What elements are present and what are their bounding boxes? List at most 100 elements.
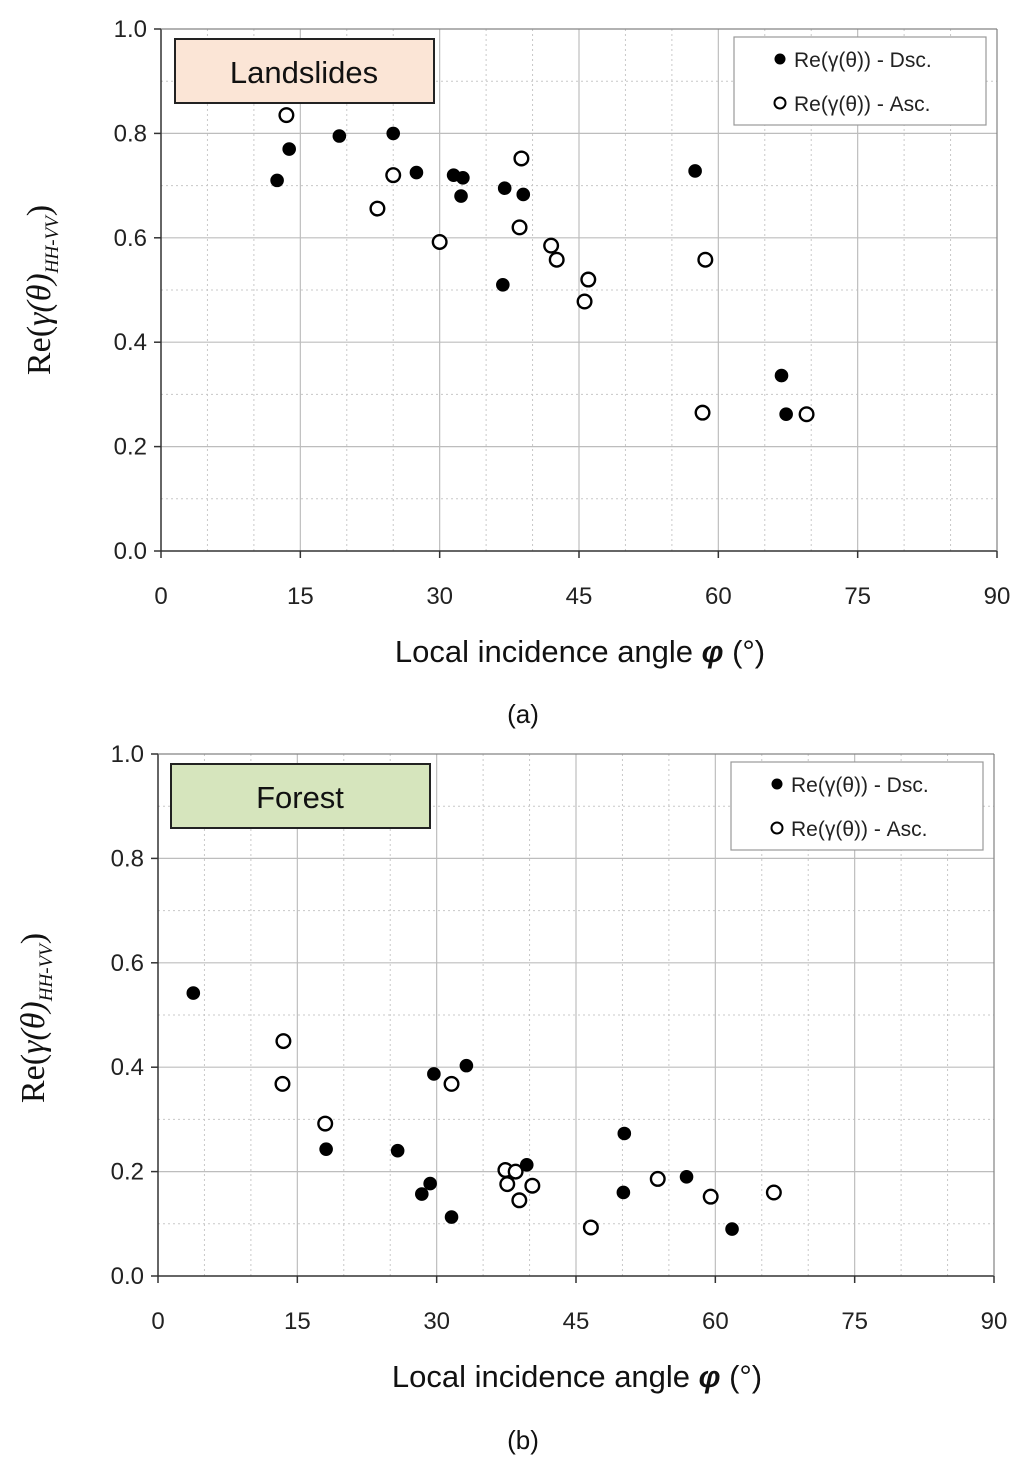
data-point-dsc xyxy=(332,129,347,143)
data-point-dsc xyxy=(516,187,531,202)
y-label-prefix: Re( xyxy=(21,326,58,375)
landslides-subtitle: (a) xyxy=(507,699,539,729)
data-point-asc xyxy=(765,1184,782,1201)
data-point-dsc xyxy=(319,1142,333,1156)
data-point-dsc xyxy=(496,277,510,292)
legend-dsc-label: Re(γ(θ)) - Dsc. xyxy=(791,774,929,797)
landslides-data-points xyxy=(270,107,815,423)
data-point-dsc xyxy=(616,1185,631,1200)
legend-dsc-marker xyxy=(771,778,783,790)
forest-panel: 0 15 30 45 60 75 90 0.0 0.2 0.4 0.6 0.8 1.0 Forest R… xyxy=(15,741,1007,1455)
x-label-symbol: φ xyxy=(699,1359,721,1394)
forest-tick-labels: 0 15 30 45 60 75 90 0.0 0.2 0.4 0.6 0.8 1.0 xyxy=(111,741,1008,1335)
data-point-asc xyxy=(576,293,593,310)
x-tick-label: 60 xyxy=(705,583,732,610)
forest-x-axis-label: Local incidence angle φ (°) xyxy=(392,1359,762,1394)
data-point-dsc xyxy=(186,986,201,1000)
x-tick-label: 60 xyxy=(702,1308,729,1335)
y-tick-label: 0.8 xyxy=(114,120,147,147)
y-label-symbol: γ(θ) xyxy=(21,273,58,326)
landslides-axes xyxy=(154,28,998,558)
x-label-prefix: Local incidence angle xyxy=(395,634,702,669)
x-label-suffix: (°) xyxy=(720,1359,762,1394)
forest-y-axis-label: Re(γ(θ)HH-VV) xyxy=(15,933,57,1103)
y-tick-label: 0.2 xyxy=(111,1159,144,1186)
forest-subtitle: (b) xyxy=(507,1425,539,1455)
data-point-asc xyxy=(702,1188,719,1205)
y-tick-label: 1.0 xyxy=(111,741,144,768)
landslides-x-axis-label: Local incidence angle φ (°) xyxy=(395,634,765,669)
landslides-panel: 0 15 30 45 60 75 90 0.0 0.2 0.4 0.6 0.8 1.0 Landslid… xyxy=(21,16,1010,729)
data-point-dsc xyxy=(679,1170,694,1184)
data-point-dsc xyxy=(270,173,284,188)
data-point-asc xyxy=(694,404,711,421)
landslides-title: Landslides xyxy=(230,55,378,90)
data-point-asc xyxy=(443,1075,460,1092)
x-label-symbol: φ xyxy=(702,634,724,669)
legend-dsc-marker xyxy=(774,53,786,65)
y-label-symbol: γ(θ) xyxy=(15,1001,52,1054)
data-point-asc xyxy=(369,200,386,217)
data-point-asc xyxy=(278,107,295,124)
x-tick-label: 90 xyxy=(981,1308,1008,1335)
data-point-dsc xyxy=(725,1222,739,1236)
data-point-dsc xyxy=(386,126,401,141)
data-point-asc xyxy=(511,219,528,236)
y-tick-label: 0.6 xyxy=(114,225,147,252)
legend-asc-label: Re(γ(θ)) - Asc. xyxy=(791,818,928,841)
x-tick-label: 15 xyxy=(287,583,314,610)
data-point-dsc xyxy=(774,368,789,383)
x-tick-label: 0 xyxy=(151,1308,164,1335)
data-point-dsc xyxy=(456,170,470,185)
forest-legend xyxy=(730,761,984,851)
data-point-asc xyxy=(275,1033,292,1050)
data-point-asc xyxy=(582,1219,599,1236)
data-point-asc xyxy=(274,1075,291,1092)
y-label-suffix: ) xyxy=(21,205,58,216)
data-point-dsc xyxy=(497,181,512,196)
forest-title: Forest xyxy=(256,780,344,815)
x-tick-label: 0 xyxy=(154,583,167,610)
x-label-suffix: (°) xyxy=(723,634,765,669)
data-point-dsc xyxy=(519,1158,534,1172)
x-tick-label: 90 xyxy=(984,583,1011,610)
legend-asc-marker xyxy=(770,821,784,835)
legend-dsc-label: Re(γ(θ)) - Dsc. xyxy=(794,49,932,72)
y-tick-label: 0.4 xyxy=(111,1054,144,1081)
legend-asc-marker xyxy=(773,96,787,110)
data-point-dsc xyxy=(282,142,296,156)
landslides-tick-labels: 0 15 30 45 60 75 90 0.0 0.2 0.4 0.6 0.8 1.0 xyxy=(114,16,1011,610)
y-label-subscript: HH-VV xyxy=(42,214,63,274)
data-point-asc xyxy=(507,1163,524,1180)
data-point-dsc xyxy=(779,407,793,422)
x-tick-label: 75 xyxy=(844,583,871,610)
data-point-asc xyxy=(798,406,815,423)
y-label-suffix: ) xyxy=(15,933,52,944)
forest-data-points xyxy=(186,986,782,1236)
x-tick-label: 15 xyxy=(284,1308,311,1335)
y-tick-label: 0.0 xyxy=(114,538,147,565)
data-point-dsc xyxy=(454,189,468,203)
data-point-asc xyxy=(513,150,530,167)
forest-axes xyxy=(151,753,995,1283)
legend-asc-label: Re(γ(θ)) - Asc. xyxy=(794,93,931,116)
landslides-title-box xyxy=(174,38,435,104)
data-point-dsc xyxy=(688,164,702,178)
data-point-asc xyxy=(317,1115,334,1132)
y-tick-label: 0.4 xyxy=(114,329,147,356)
data-point-dsc xyxy=(617,1126,632,1141)
data-point-asc xyxy=(524,1177,541,1194)
y-tick-label: 0.0 xyxy=(111,1263,144,1290)
data-point-asc xyxy=(548,251,565,268)
x-tick-label: 30 xyxy=(423,1308,450,1335)
data-point-dsc xyxy=(444,1210,459,1224)
x-tick-label: 30 xyxy=(426,583,453,610)
data-point-asc xyxy=(543,237,560,254)
x-label-prefix: Local incidence angle xyxy=(392,1359,699,1394)
x-tick-label: 45 xyxy=(566,583,593,610)
x-tick-label: 75 xyxy=(841,1308,868,1335)
data-point-asc xyxy=(649,1170,666,1187)
data-point-asc xyxy=(511,1192,528,1209)
data-point-dsc xyxy=(427,1067,441,1081)
